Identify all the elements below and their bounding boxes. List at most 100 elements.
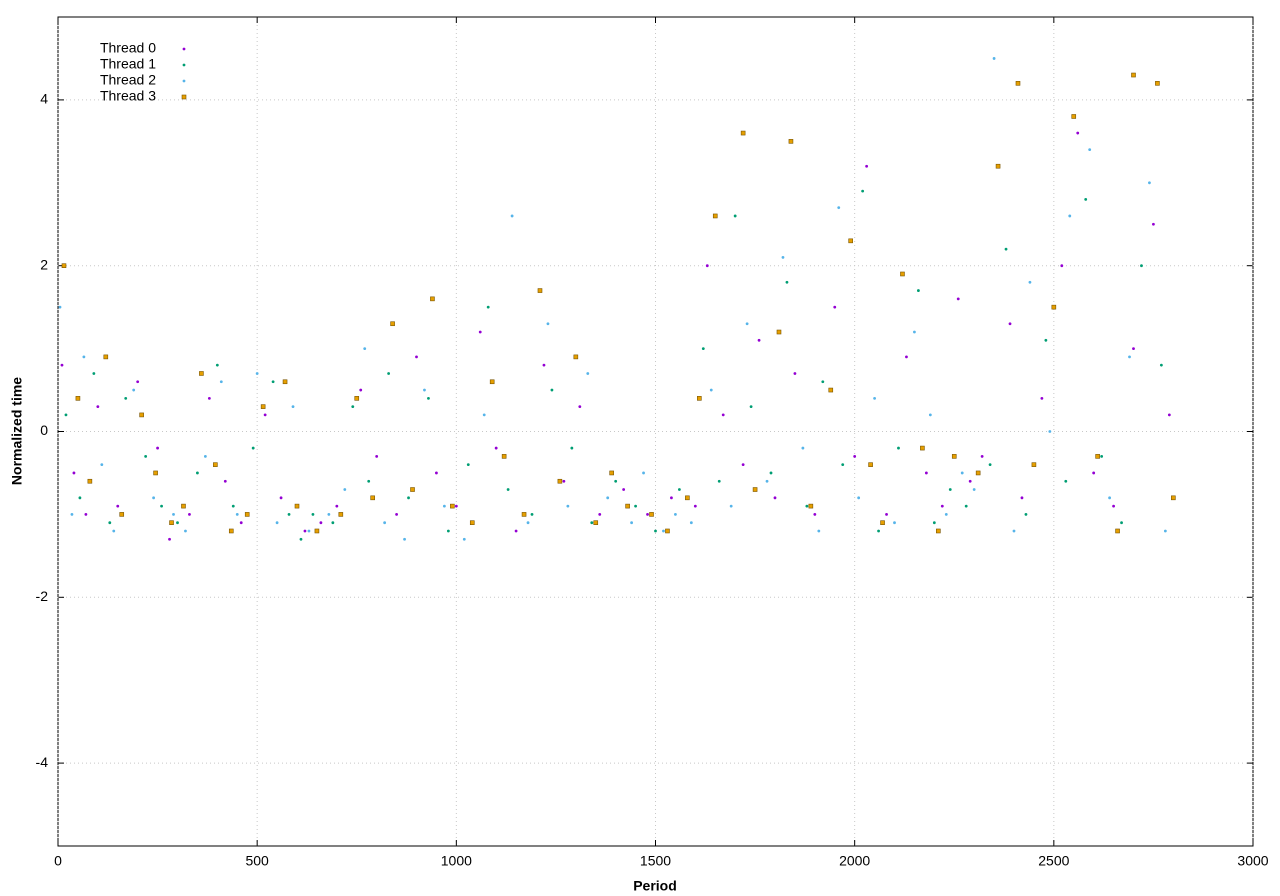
y-tick-label: 4 — [40, 91, 48, 107]
point — [82, 355, 86, 359]
point — [303, 529, 307, 533]
point — [1112, 504, 1115, 508]
point — [578, 405, 582, 409]
point — [788, 139, 794, 144]
point — [877, 529, 880, 533]
point — [566, 504, 570, 508]
point — [701, 347, 705, 350]
point — [415, 355, 418, 359]
x-tick-label: 2000 — [839, 853, 870, 869]
point — [630, 521, 633, 525]
point — [712, 213, 718, 219]
point — [103, 354, 109, 360]
legend-label: Thread 3 — [100, 88, 156, 104]
point — [172, 513, 175, 516]
point — [646, 513, 649, 516]
point — [1040, 396, 1044, 400]
point — [282, 379, 288, 385]
point — [793, 372, 797, 375]
point — [913, 330, 916, 334]
point — [87, 478, 93, 484]
point — [988, 463, 992, 467]
legend-label: Thread 0 — [100, 40, 156, 56]
point — [1152, 222, 1155, 226]
point — [833, 305, 837, 309]
point — [995, 163, 1001, 169]
point — [454, 504, 458, 508]
point — [808, 503, 814, 509]
point — [506, 488, 510, 491]
point — [776, 329, 782, 335]
point — [294, 503, 300, 509]
point — [219, 380, 223, 384]
point — [1060, 264, 1064, 268]
point — [598, 513, 602, 516]
point — [489, 379, 495, 385]
point — [1028, 280, 1032, 284]
point — [343, 488, 347, 491]
point — [430, 296, 435, 302]
point — [1048, 430, 1052, 433]
point — [255, 372, 259, 375]
point — [466, 463, 470, 467]
point — [486, 305, 490, 309]
point — [1115, 528, 1120, 534]
point — [307, 529, 311, 533]
point — [740, 130, 746, 136]
point — [900, 271, 905, 277]
point — [1120, 521, 1123, 525]
point — [697, 396, 702, 401]
point — [678, 488, 681, 491]
point — [132, 388, 136, 392]
point — [136, 380, 140, 384]
point — [689, 521, 693, 525]
point — [868, 462, 873, 467]
point — [395, 513, 398, 516]
point — [383, 521, 387, 525]
point — [642, 471, 645, 475]
legend-marker — [181, 94, 187, 100]
point — [1132, 347, 1135, 350]
point — [235, 513, 239, 516]
point — [351, 405, 355, 409]
point — [1095, 454, 1100, 459]
point — [1155, 81, 1160, 86]
point — [1015, 81, 1021, 86]
point — [260, 404, 266, 409]
point — [980, 454, 984, 458]
point — [773, 496, 777, 500]
point — [721, 413, 725, 417]
x-tick-label: 500 — [245, 853, 269, 869]
point — [634, 504, 637, 508]
y-tick-label: -4 — [36, 754, 49, 770]
point — [1076, 131, 1080, 135]
point — [514, 529, 518, 533]
point — [112, 529, 116, 533]
legend-marker — [182, 47, 186, 51]
point — [78, 496, 82, 500]
point — [314, 528, 320, 534]
point — [354, 396, 360, 401]
legend-label: Thread 2 — [100, 72, 156, 88]
point — [893, 521, 896, 525]
point — [156, 446, 159, 450]
legend-marker — [182, 63, 186, 67]
point — [662, 529, 665, 533]
point — [61, 263, 67, 269]
point — [745, 322, 749, 326]
point — [100, 463, 104, 467]
point — [625, 503, 630, 509]
point — [880, 520, 885, 525]
y-tick-label: -2 — [36, 588, 49, 604]
point — [769, 471, 773, 475]
point — [865, 164, 869, 168]
point — [817, 529, 821, 533]
point — [119, 512, 125, 517]
point — [546, 322, 550, 326]
point — [693, 504, 697, 508]
point — [469, 520, 475, 525]
point — [674, 513, 677, 516]
point — [593, 520, 599, 525]
point — [936, 528, 941, 534]
point — [729, 504, 733, 508]
